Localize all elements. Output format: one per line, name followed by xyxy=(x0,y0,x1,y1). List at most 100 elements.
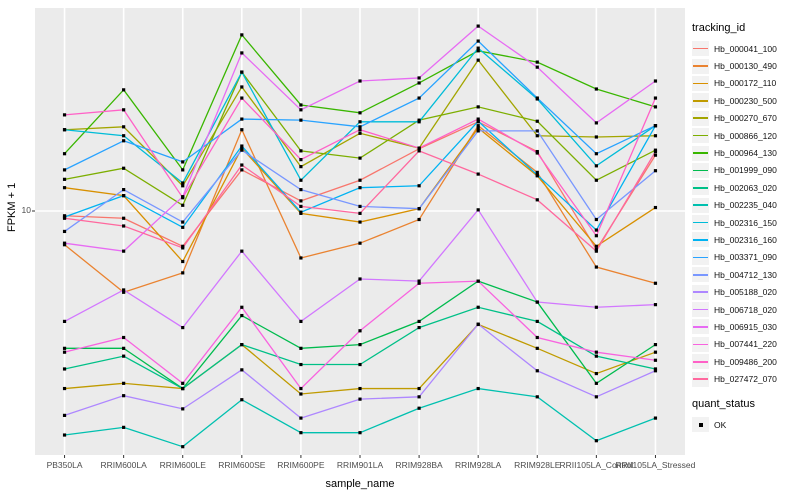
data-point-Hb_004712_130[interactable] xyxy=(417,207,421,211)
data-point-Hb_027472_070[interactable] xyxy=(181,246,185,250)
data-point-Hb_009486_200[interactable] xyxy=(358,128,362,132)
data-point-Hb_009486_200[interactable] xyxy=(240,96,244,100)
data-point-Hb_000041_100[interactable] xyxy=(240,168,244,172)
data-point-Hb_000230_500[interactable] xyxy=(358,386,362,391)
data-point-Hb_009486_200[interactable] xyxy=(594,234,598,238)
legend-item-Hb_002063_020[interactable]: Hb_002063_020 xyxy=(692,179,800,196)
data-point-Hb_006915_030[interactable] xyxy=(299,108,303,112)
data-point-Hb_007441_220[interactable] xyxy=(62,350,67,354)
legend-item-Hb_000964_130[interactable]: Hb_000964_130 xyxy=(692,144,800,161)
data-point-Hb_006718_020[interactable] xyxy=(181,325,185,330)
data-point-Hb_002316_150[interactable] xyxy=(122,134,126,138)
data-point-Hb_009486_200[interactable] xyxy=(653,96,658,100)
data-point-Hb_027472_070[interactable] xyxy=(535,198,539,202)
data-point-Hb_004712_130[interactable] xyxy=(535,129,539,133)
data-point-Hb_005188_020[interactable] xyxy=(122,394,126,398)
data-point-Hb_000041_100[interactable] xyxy=(299,199,303,203)
legend-item-Hb_000270_670[interactable]: Hb_000270_670 xyxy=(692,110,800,127)
data-point-Hb_000964_130[interactable] xyxy=(181,168,185,172)
data-point-Hb_001999_090[interactable] xyxy=(594,381,598,385)
data-point-Hb_009486_200[interactable] xyxy=(535,151,539,155)
data-point-Hb_002316_160[interactable] xyxy=(122,194,126,198)
data-point-Hb_004712_130[interactable] xyxy=(299,188,303,192)
data-point-Hb_006915_030[interactable] xyxy=(653,79,658,83)
data-point-Hb_000130_490[interactable] xyxy=(594,265,598,269)
data-point-Hb_006915_030[interactable] xyxy=(62,241,67,245)
data-point-Hb_002316_160[interactable] xyxy=(594,228,598,232)
data-point-Hb_000172_110[interactable] xyxy=(594,244,598,248)
data-point-Hb_002316_150[interactable] xyxy=(594,164,598,168)
data-point-Hb_006915_030[interactable] xyxy=(594,121,598,125)
data-point-Hb_007441_220[interactable] xyxy=(240,305,244,309)
data-point-Hb_005188_020[interactable] xyxy=(181,407,185,411)
data-point-Hb_007441_220[interactable] xyxy=(476,279,480,283)
legend-item-Hb_027472_070[interactable]: Hb_027472_070 xyxy=(692,370,800,387)
data-point-Hb_002316_150[interactable] xyxy=(181,181,185,185)
data-point-Hb_002235_040[interactable] xyxy=(653,416,658,420)
data-point-Hb_007441_220[interactable] xyxy=(122,335,126,340)
data-point-Hb_000964_130[interactable] xyxy=(476,49,480,53)
data-point-Hb_000230_500[interactable] xyxy=(299,392,303,396)
data-point-Hb_002316_160[interactable] xyxy=(417,184,421,188)
data-point-Hb_000041_100[interactable] xyxy=(653,153,658,157)
data-point-Hb_002063_020[interactable] xyxy=(181,386,185,391)
data-point-Hb_000964_130[interactable] xyxy=(417,81,421,85)
legend-item-Hb_005188_020[interactable]: Hb_005188_020 xyxy=(692,283,800,300)
data-point-Hb_004712_130[interactable] xyxy=(122,188,126,192)
data-point-Hb_009486_200[interactable] xyxy=(122,108,126,112)
data-point-Hb_000130_490[interactable] xyxy=(181,271,185,275)
data-point-Hb_000270_670[interactable] xyxy=(240,85,244,89)
data-point-Hb_002235_040[interactable] xyxy=(62,433,67,437)
data-point-Hb_006915_030[interactable] xyxy=(476,24,480,28)
data-point-Hb_000866_120[interactable] xyxy=(299,149,303,153)
data-point-Hb_000866_120[interactable] xyxy=(594,178,598,182)
data-point-Hb_003371_090[interactable] xyxy=(476,39,480,43)
legend-item-Hb_002235_040[interactable]: Hb_002235_040 xyxy=(692,197,800,214)
data-point-Hb_001999_090[interactable] xyxy=(299,346,303,350)
data-point-Hb_000172_110[interactable] xyxy=(181,259,185,264)
data-point-Hb_000230_500[interactable] xyxy=(417,386,421,391)
data-point-Hb_000130_490[interactable] xyxy=(358,241,362,245)
data-point-Hb_027472_070[interactable] xyxy=(122,224,126,228)
legend-item-Hb_000172_110[interactable]: Hb_000172_110 xyxy=(692,75,800,92)
data-point-Hb_002316_160[interactable] xyxy=(535,173,539,177)
legend-item-Hb_002316_160[interactable]: Hb_002316_160 xyxy=(692,231,800,248)
data-point-Hb_000964_130[interactable] xyxy=(358,111,362,115)
data-point-Hb_000964_130[interactable] xyxy=(240,33,244,37)
data-point-Hb_003371_090[interactable] xyxy=(299,118,303,122)
data-point-Hb_027472_070[interactable] xyxy=(299,204,303,209)
data-point-Hb_003371_090[interactable] xyxy=(594,152,598,156)
data-point-Hb_002063_020[interactable] xyxy=(417,325,421,330)
data-point-Hb_000172_110[interactable] xyxy=(476,126,480,130)
data-point-Hb_002316_150[interactable] xyxy=(476,46,480,50)
legend-item-Hb_006915_030[interactable]: Hb_006915_030 xyxy=(692,318,800,335)
data-point-Hb_006718_020[interactable] xyxy=(417,279,421,283)
legend-item-quant-OK[interactable]: OK xyxy=(692,416,800,433)
data-point-Hb_004712_130[interactable] xyxy=(476,129,480,133)
data-point-Hb_003371_090[interactable] xyxy=(358,125,362,129)
data-point-Hb_003371_090[interactable] xyxy=(535,96,539,100)
legend-item-Hb_000041_100[interactable]: Hb_000041_100 xyxy=(692,40,800,57)
data-point-Hb_007441_220[interactable] xyxy=(535,335,539,340)
data-point-Hb_000130_490[interactable] xyxy=(535,170,539,174)
data-point-Hb_006915_030[interactable] xyxy=(358,79,362,83)
data-point-Hb_006915_030[interactable] xyxy=(535,65,539,69)
data-point-Hb_006718_020[interactable] xyxy=(594,305,598,309)
legend-item-Hb_002316_150[interactable]: Hb_002316_150 xyxy=(692,214,800,231)
data-point-Hb_000230_500[interactable] xyxy=(122,381,126,385)
data-point-Hb_002316_160[interactable] xyxy=(299,210,303,214)
data-point-Hb_001999_090[interactable] xyxy=(417,319,421,324)
data-point-Hb_002316_150[interactable] xyxy=(417,120,421,124)
data-point-Hb_007441_220[interactable] xyxy=(299,386,303,391)
data-point-Hb_000964_130[interactable] xyxy=(594,87,598,91)
data-point-Hb_000172_110[interactable] xyxy=(358,220,362,224)
data-point-Hb_004712_130[interactable] xyxy=(62,229,67,234)
data-point-Hb_006718_020[interactable] xyxy=(122,288,126,292)
data-point-Hb_003371_090[interactable] xyxy=(653,124,658,128)
data-point-Hb_002235_040[interactable] xyxy=(594,439,598,443)
data-point-Hb_003371_090[interactable] xyxy=(122,139,126,143)
data-point-Hb_000230_500[interactable] xyxy=(594,371,598,376)
data-point-Hb_006718_020[interactable] xyxy=(358,277,362,281)
data-point-Hb_000866_120[interactable] xyxy=(181,203,185,207)
data-point-Hb_005188_020[interactable] xyxy=(594,395,598,399)
